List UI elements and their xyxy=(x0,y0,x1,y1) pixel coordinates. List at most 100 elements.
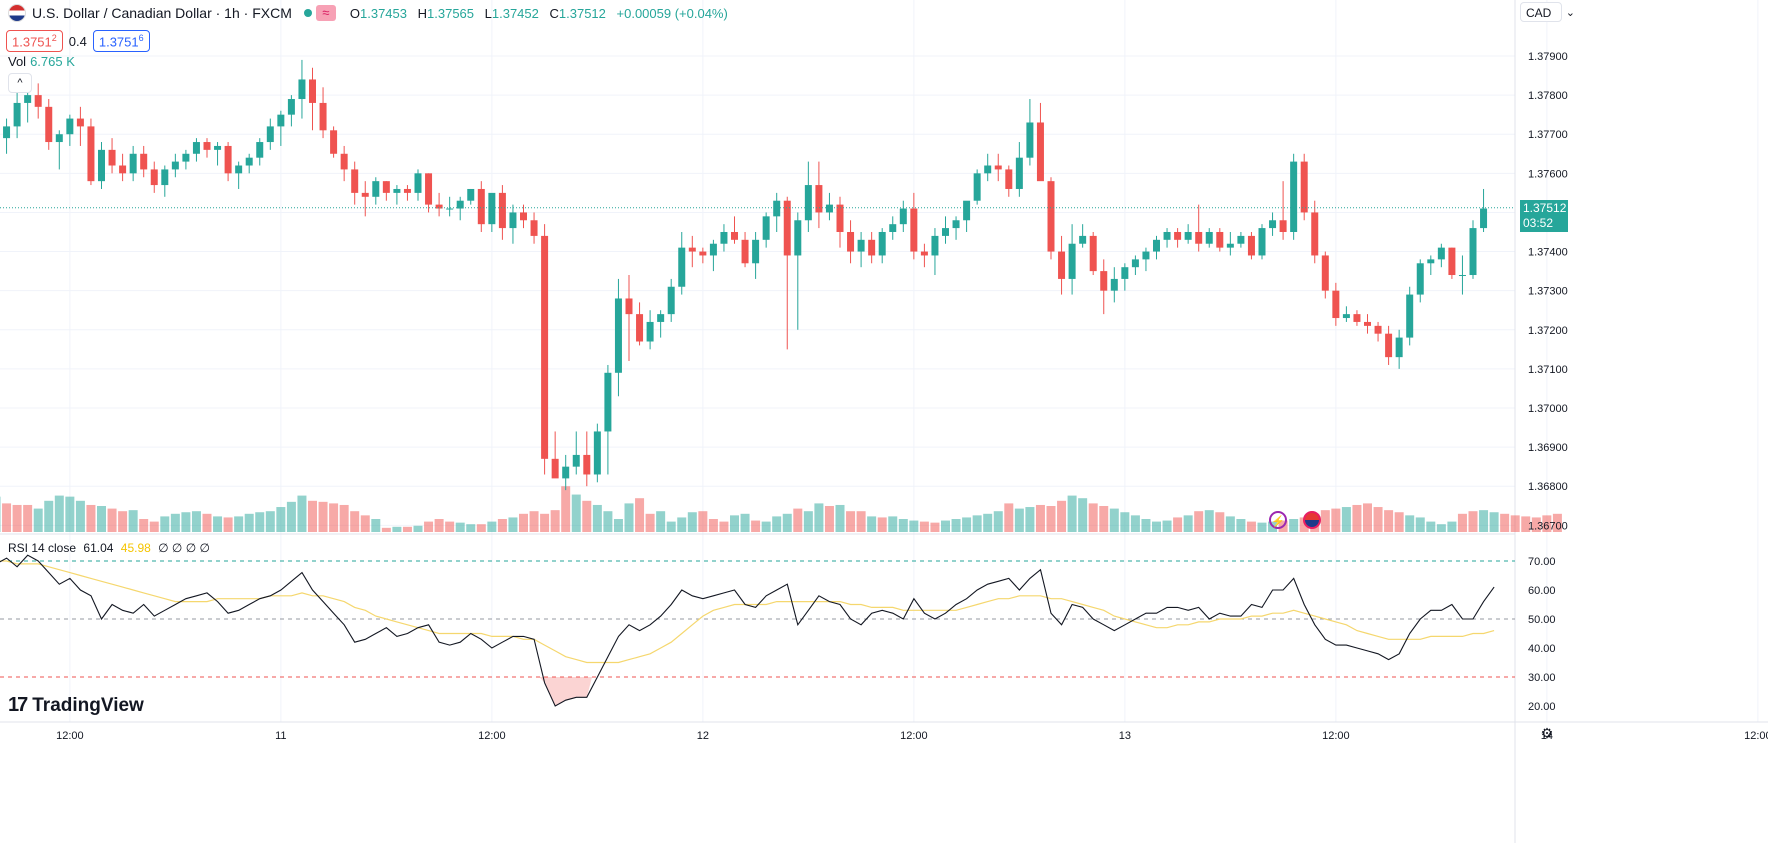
volume-bar xyxy=(160,516,170,532)
volume-bar xyxy=(592,504,602,532)
candle-body xyxy=(815,185,823,213)
close-value: 1.37512 xyxy=(558,5,606,21)
us-flag-event-icon[interactable] xyxy=(1303,511,1321,529)
candle-body xyxy=(403,188,411,193)
candle-body xyxy=(699,251,707,256)
symbol-title[interactable]: U.S. Dollar / Canadian Dollar · 1h · FXC… xyxy=(32,5,292,21)
rsi-tick-label: 60.00 xyxy=(1528,585,1556,597)
volume-bar xyxy=(983,513,993,532)
candle-body xyxy=(45,106,53,143)
volume-bar xyxy=(139,519,149,532)
volume-bar xyxy=(951,519,961,532)
trade-panel: 1.37512 0.4 1.37516 xyxy=(6,30,150,53)
volume-legend: Vol 6.765 K xyxy=(8,54,75,69)
candle-body xyxy=(361,192,369,197)
candle-body xyxy=(509,212,517,229)
candle-body xyxy=(266,126,274,143)
candle-body xyxy=(773,200,781,217)
usd-cad-flag-icon xyxy=(8,4,26,22)
price-tick-label: 1.36800 xyxy=(1528,481,1568,493)
candle-body xyxy=(340,153,348,170)
candle-body xyxy=(467,188,475,201)
volume-bar xyxy=(1489,512,1499,532)
candle-body xyxy=(1100,271,1108,291)
time-tick-label: 12 xyxy=(697,730,709,742)
candle-body xyxy=(214,145,222,150)
candle-body xyxy=(298,79,306,100)
wave-icon[interactable]: ≈ xyxy=(315,5,336,21)
volume-bar xyxy=(1173,517,1183,532)
candle-body xyxy=(1321,255,1329,291)
volume-bar xyxy=(381,527,391,532)
volume-bar xyxy=(1046,506,1056,532)
volume-bar xyxy=(170,513,180,532)
rsi-tick-label: 20.00 xyxy=(1528,701,1556,713)
candle-body xyxy=(446,208,454,210)
candle-body xyxy=(1279,220,1287,232)
candle-body xyxy=(1226,243,1234,248)
volume-bar xyxy=(191,511,201,532)
last-price-value: 1.37512 xyxy=(1523,201,1567,215)
volume-bar xyxy=(1542,515,1552,532)
rsi-pane xyxy=(0,554,1515,707)
candle-body xyxy=(1269,220,1277,229)
candle-body xyxy=(498,192,506,229)
volume-bar xyxy=(1004,503,1014,532)
volume-bar xyxy=(1552,513,1562,532)
volume-bar xyxy=(65,496,75,532)
volume-bar xyxy=(529,511,539,532)
rsi-tick-label: 30.00 xyxy=(1528,672,1556,684)
volume-bar xyxy=(909,520,919,532)
buy-button[interactable]: 1.37516 xyxy=(92,30,150,53)
candle-body xyxy=(1131,259,1139,268)
volume-bar xyxy=(1352,504,1362,532)
sell-button[interactable]: 1.37512 xyxy=(6,30,63,53)
currency-selector[interactable]: CAD ⌄ xyxy=(1520,2,1575,22)
candle-body xyxy=(636,314,644,342)
volume-bar xyxy=(814,503,824,532)
volume-bar xyxy=(1141,519,1151,532)
candle-body xyxy=(868,239,876,256)
volume-bar xyxy=(540,513,550,532)
candle-body xyxy=(1406,294,1414,338)
volume-bar xyxy=(603,511,613,532)
volume-bar xyxy=(740,513,750,532)
volume-bar xyxy=(508,517,518,532)
candle-body xyxy=(794,220,802,256)
candle-body xyxy=(382,181,390,193)
rsi-line xyxy=(0,554,1495,707)
volume-bar xyxy=(350,511,360,532)
price-tick-label: 1.37300 xyxy=(1528,286,1568,298)
volume-bar xyxy=(930,522,940,532)
candle-body xyxy=(1385,333,1393,358)
volume-bar xyxy=(286,501,296,532)
volume-bar xyxy=(751,520,761,532)
candle-body xyxy=(372,181,380,197)
tradingview-logo[interactable]: 17 TradingView xyxy=(8,694,144,717)
candle-body xyxy=(182,153,190,162)
price-tick-label: 1.37800 xyxy=(1528,90,1568,102)
volume-bar xyxy=(708,519,718,532)
volume-bar xyxy=(635,498,645,532)
candle-body xyxy=(889,224,897,232)
gear-icon[interactable]: ⚙ xyxy=(1540,725,1554,741)
lightning-event-icon[interactable]: ⚡ xyxy=(1269,511,1287,529)
volume-bar xyxy=(1415,517,1425,532)
volume-bar xyxy=(1363,503,1372,532)
candle-body xyxy=(1047,181,1055,252)
candle-body xyxy=(1290,161,1298,232)
time-tick-label: 14 xyxy=(1541,730,1553,742)
spread-value: 0.4 xyxy=(68,33,87,49)
volume-bar xyxy=(75,500,85,532)
collapse-legend-button[interactable]: ^ xyxy=(8,73,32,93)
volume-bar xyxy=(677,517,687,532)
candle-body xyxy=(171,161,179,170)
candle-body xyxy=(741,239,749,264)
candle-body xyxy=(1427,259,1435,264)
candle-body xyxy=(1437,247,1445,260)
volume-bar xyxy=(972,515,982,532)
volume-bar xyxy=(519,513,528,532)
candle-body xyxy=(224,145,232,174)
